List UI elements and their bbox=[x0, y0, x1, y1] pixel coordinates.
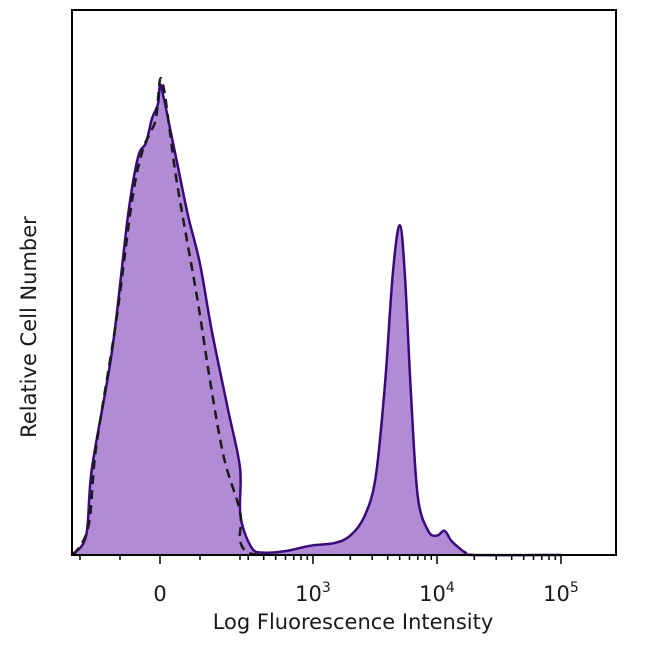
control-histogram-line bbox=[72, 76, 264, 557]
plot-frame bbox=[71, 9, 617, 556]
plot-area bbox=[70, 76, 562, 557]
x-axis-label: Log Fluorescence Intensity bbox=[213, 610, 494, 634]
x-tick-label: 0 bbox=[153, 582, 166, 606]
stained-histogram-fill bbox=[71, 84, 562, 556]
x-tick-label: 105 bbox=[543, 580, 579, 606]
x-axis: 0 103 104 105 bbox=[79, 555, 579, 606]
stained-histogram-line bbox=[70, 83, 562, 557]
x-tick-label: 103 bbox=[295, 580, 331, 606]
x-tick-label: 104 bbox=[419, 580, 455, 606]
y-axis-label: Relative Cell Number bbox=[17, 216, 41, 438]
